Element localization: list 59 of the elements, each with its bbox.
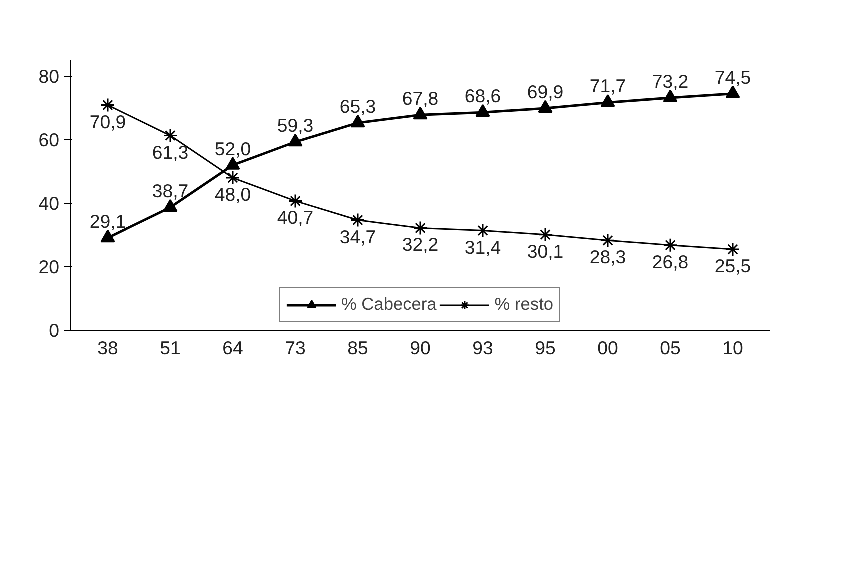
x-tick-label: 38 bbox=[98, 338, 118, 358]
point bbox=[413, 106, 428, 120]
y-tick-label: 40 bbox=[38, 192, 60, 214]
point bbox=[538, 228, 553, 242]
data-label: 70,9 bbox=[90, 111, 126, 132]
x-tick-label: 51 bbox=[160, 338, 181, 358]
x-tick-label: 93 bbox=[472, 338, 494, 358]
data-label: 48,0 bbox=[214, 184, 252, 206]
data-label: 29,1 bbox=[90, 211, 126, 232]
legend-label: % Cabecera bbox=[341, 294, 437, 315]
point bbox=[663, 238, 678, 253]
point bbox=[226, 170, 240, 186]
point bbox=[350, 213, 366, 228]
point bbox=[476, 104, 490, 118]
x-tick-label: 00 bbox=[598, 338, 618, 358]
point bbox=[538, 100, 553, 113]
y-tick-label: 60 bbox=[38, 129, 60, 150]
data-label: 73,2 bbox=[652, 70, 689, 92]
data-label: 61,3 bbox=[152, 142, 189, 163]
data-label: 74,5 bbox=[714, 66, 752, 88]
point bbox=[413, 220, 428, 236]
data-label: 31,4 bbox=[464, 236, 502, 258]
x-tick-label: 05 bbox=[660, 338, 681, 358]
point bbox=[163, 199, 178, 212]
x-tick-label: 64 bbox=[222, 338, 244, 358]
data-label: 59,3 bbox=[277, 115, 314, 136]
y-tick-label: 20 bbox=[38, 256, 60, 278]
data-label: 26,8 bbox=[652, 251, 689, 272]
point bbox=[288, 134, 303, 147]
x-tick-label: 73 bbox=[285, 338, 306, 358]
data-label: 67,8 bbox=[402, 88, 439, 110]
x-tick-label: 95 bbox=[535, 338, 556, 358]
point bbox=[600, 233, 616, 248]
data-label: 34,7 bbox=[340, 226, 376, 248]
legend-label: % resto bbox=[494, 294, 554, 315]
point bbox=[476, 224, 490, 238]
x-tick-label: 90 bbox=[410, 338, 431, 358]
data-label: 68,6 bbox=[464, 86, 502, 107]
data-label: 40,7 bbox=[277, 207, 314, 228]
data-label: 65,3 bbox=[340, 96, 376, 118]
data-label: 69,9 bbox=[527, 81, 564, 102]
data-label: 38,7 bbox=[152, 180, 189, 202]
point bbox=[726, 86, 740, 98]
point bbox=[288, 194, 303, 208]
data-label: 71,7 bbox=[590, 76, 626, 97]
y-tick-label: 0 bbox=[49, 320, 60, 341]
point bbox=[663, 90, 678, 102]
x-tick-label: 10 bbox=[722, 338, 744, 358]
data-label: 32,2 bbox=[402, 234, 439, 256]
y-tick-label: 80 bbox=[38, 66, 60, 87]
data-label: 25,5 bbox=[714, 256, 752, 276]
point bbox=[350, 114, 366, 128]
point bbox=[226, 157, 240, 170]
point bbox=[600, 94, 616, 108]
data-label: 52,0 bbox=[214, 138, 252, 160]
data-label: 30,1 bbox=[527, 240, 564, 262]
x-tick-label: 85 bbox=[348, 338, 368, 358]
data-label: 28,3 bbox=[590, 246, 626, 268]
point bbox=[726, 242, 740, 257]
